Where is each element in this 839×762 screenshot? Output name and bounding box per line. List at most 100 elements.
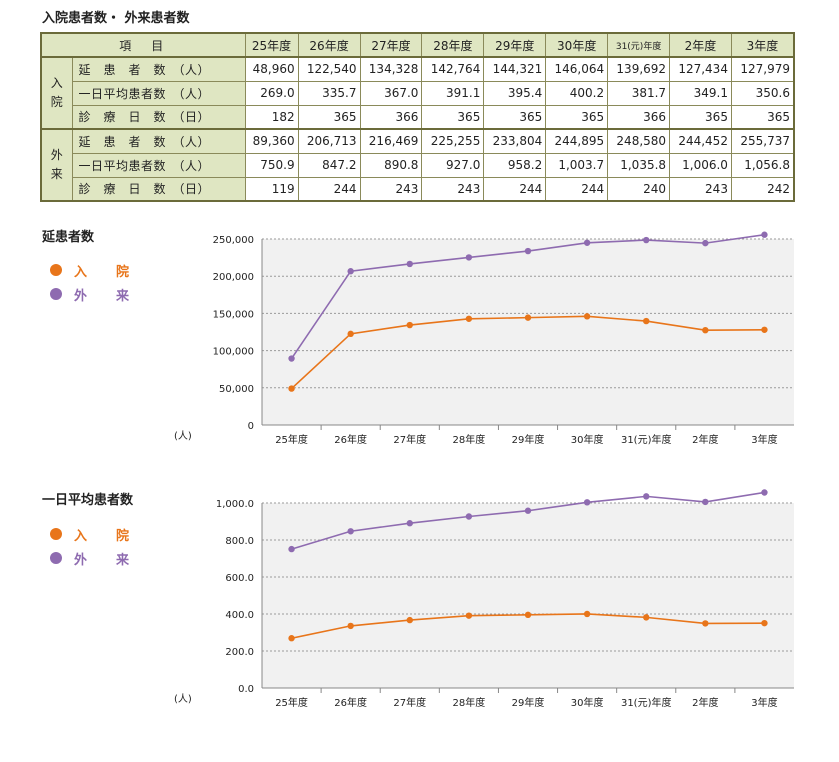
data-point [761,231,768,238]
data-point [465,254,473,261]
data-point [347,330,354,338]
table-cell: 122,540 [297,56,361,82]
table-row: 外来延 患 者 数 （人） 89,360 206,713 216,469 225,255… [40,128,795,202]
legend-item-inpatient: 入 院 [50,522,137,546]
table-cell: 48,960 [244,56,299,82]
table-cell: 233,804 [483,128,547,154]
x-tick-label: 25年度 [275,433,308,446]
table-cell: 240 [607,176,671,202]
table-cell: 365 [669,104,732,130]
y-tick-label: 800.0 [225,536,254,547]
table-cell: 365 [421,104,485,130]
table-cell: 146,064 [545,56,609,82]
table-row: 診 療 日 数 （日） 119 244 243 243 244 244 240 243 242 [41,176,795,202]
legend-label-inpatient: 入 院 [74,264,138,280]
x-tick-label: 3年度 [751,433,777,446]
table-cell: 381.7 [607,80,671,106]
row-label: 診 療 日 数 （日） [71,104,246,130]
data-point [761,489,768,496]
x-tick-label: 30年度 [571,433,604,446]
year-header: 29年度 [483,32,547,58]
table-cell: 395.4 [483,80,547,106]
data-point [347,528,354,535]
data-point [406,616,413,624]
legend-total-patients: 入 院 外 来 [50,258,137,306]
legend-label-outpatient: 外 来 [74,288,138,304]
table-cell: 244 [545,176,609,202]
x-tick-label: 29年度 [512,696,545,709]
x-tick-label: 28年度 [453,696,486,709]
data-point [524,611,532,619]
data-point [524,247,532,255]
legend-item-outpatient: 外 来 [50,546,137,570]
year-header: 26年度 [297,32,361,58]
table-cell: 225,255 [421,128,485,154]
data-point [583,239,591,246]
group-label: 入院 [40,56,73,130]
table-cell: 127,979 [730,56,795,82]
data-point [465,315,473,322]
table-cell: 365 [545,104,609,130]
y-tick-label: 250,000 [213,235,254,246]
year-header: 27年度 [359,32,423,58]
page-title: 入院患者数・ 外来患者数 [42,11,190,26]
data-point [583,610,591,618]
legend-item-inpatient: 入 院 [50,258,137,282]
table-cell: 139,692 [607,56,671,82]
data-point [524,507,532,514]
x-tick-label: 27年度 [393,433,426,446]
data-point [288,545,295,553]
data-point [465,612,473,619]
item-header: 項 目 [40,32,246,58]
table-cell: 244 [297,176,361,202]
chart-title-total-patients: 延患者数 [42,230,95,245]
unit-label: (人) [174,430,192,442]
table-cell: 206,713 [297,128,361,154]
legend-label-inpatient: 入 院 [74,528,138,544]
chart-title-daily-average: 一日平均患者数 [42,493,134,508]
table-cell: 182 [244,104,299,130]
patient-stats-table: 項 目 25年度 26年度 27年度 28年度 29年度 30年度 31(元)年… [40,32,795,202]
data-point [406,520,413,527]
table-cell: 1,006.0 [669,152,732,178]
row-label: 診 療 日 数 （日） [71,176,246,202]
data-point [524,314,532,321]
legend-daily-average: 入 院 外 来 [50,522,137,570]
table-cell: 366 [359,104,423,130]
y-tick-label: 0 [248,421,254,432]
table-cell: 243 [421,176,485,202]
table-cell: 1,003.7 [545,152,609,178]
legend-item-outpatient: 外 来 [50,282,137,306]
x-tick-label: 30年度 [571,696,604,709]
outpatient-marker-icon [50,288,62,300]
table-cell: 127,434 [669,56,732,82]
data-point [288,635,295,642]
data-point [643,236,650,244]
table-cell: 391.1 [421,80,485,106]
data-point [583,313,591,320]
x-tick-label: 2年度 [692,433,718,446]
x-tick-label: 28年度 [453,433,486,446]
data-point [288,385,295,392]
table-cell: 216,469 [359,128,423,154]
x-tick-label: 31(元)年度 [621,433,672,446]
table-row: 診 療 日 数 （日） 182 365 366 365 365 365 366 365 365 [41,104,795,130]
table-cell: 958.2 [483,152,547,178]
table-cell: 248,580 [607,128,671,154]
table-cell: 365 [730,104,795,130]
data-point [406,260,413,268]
data-point [465,513,473,520]
inpatient-marker-icon [50,528,62,540]
table-cell: 366 [607,104,671,130]
table-cell: 335.7 [297,80,361,106]
inpatient-marker-icon [50,264,62,276]
table-cell: 243 [359,176,423,202]
x-tick-label: 25年度 [275,696,308,709]
table-cell: 349.1 [669,80,732,106]
data-point [347,622,354,630]
table-cell: 242 [730,176,795,202]
table-cell: 400.2 [545,80,609,106]
table-cell: 243 [669,176,732,202]
plot-area [262,503,794,688]
y-tick-label: 150,000 [213,309,254,320]
